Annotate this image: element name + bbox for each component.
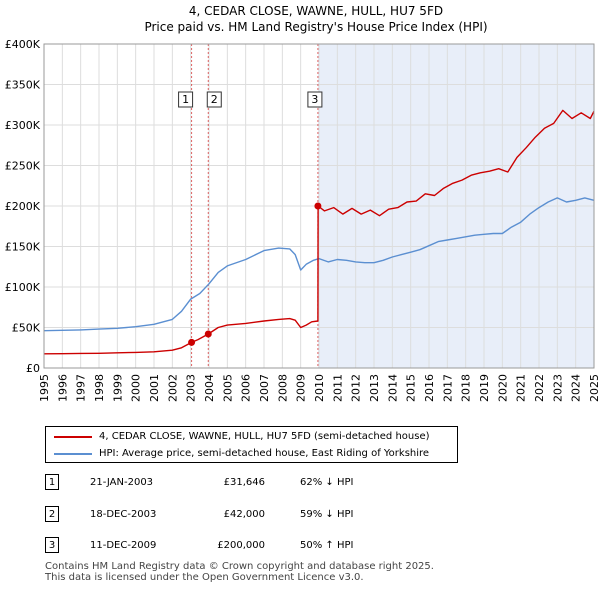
x-tick-label: 2021 [515, 374, 528, 402]
sale-point [314, 202, 322, 210]
x-tick-label: 2017 [441, 374, 454, 402]
x-tick-label: 2022 [533, 374, 546, 402]
footer-licence: This data is licensed under the Open Gov… [45, 572, 364, 583]
sale-number-box [178, 91, 194, 108]
chart-subtitle: Price paid vs. HM Land Registry's House … [144, 20, 487, 34]
footer-copyright: Contains HM Land Registry data © Crown c… [45, 561, 434, 572]
chart-title: 4, CEDAR CLOSE, WAWNE, HULL, HU7 5FD [189, 4, 443, 18]
sale-date: 21-JAN-2003 [90, 477, 154, 488]
x-tick-label: 2025 [588, 374, 600, 402]
sale-row: 1 21-JAN-2003 £31,646 62% ↓ HPI [45, 474, 445, 492]
x-tick-label: 1999 [111, 374, 124, 402]
sale-number-label: 1 [182, 93, 189, 106]
sale-price: £31,646 [223, 477, 265, 488]
sale-marker-badge: 2 [45, 506, 59, 522]
x-tick-label: 2023 [551, 374, 564, 402]
sale-row: 3 11-DEC-2009 £200,000 50% ↑ HPI [45, 537, 445, 555]
x-tick-label: 1995 [38, 374, 51, 402]
sale-point [204, 330, 212, 338]
x-tick-label: 2008 [276, 374, 289, 402]
y-tick-label: £50K [12, 322, 41, 335]
legend-swatch-property [54, 436, 92, 438]
sale-marker-badge: 1 [45, 474, 59, 490]
sale-point [188, 338, 196, 346]
x-tick-label: 2010 [313, 374, 326, 402]
legend-swatch-hpi [54, 453, 92, 455]
x-tick-label: 2013 [368, 374, 381, 402]
x-tick-label: 2001 [148, 374, 161, 402]
x-tick-label: 2016 [423, 374, 436, 402]
x-tick-label: 2015 [405, 374, 418, 402]
sale-number-label: 3 [311, 93, 318, 106]
sale-hpi-change: 62% ↓ HPI [300, 477, 354, 488]
plot-border [43, 43, 595, 369]
y-tick-label: £0 [26, 362, 40, 375]
y-tick-label: £100K [5, 281, 41, 294]
x-tick-label: 2012 [350, 374, 363, 402]
sale-date: 18-DEC-2003 [90, 509, 157, 520]
x-tick-label: 2003 [185, 374, 198, 402]
sale-price: £42,000 [223, 509, 265, 520]
y-tick-label: £150K [5, 241, 41, 254]
y-tick-label: £200K [5, 200, 41, 213]
sale-number-box [206, 91, 222, 108]
x-tick-label: 2019 [478, 374, 491, 402]
x-tick-label: 2020 [496, 374, 509, 402]
y-tick-label: £400K [5, 38, 41, 51]
x-tick-label: 2000 [130, 374, 143, 402]
sale-date: 11-DEC-2009 [90, 540, 157, 551]
sale-hpi-change: 59% ↓ HPI [300, 509, 354, 520]
x-tick-label: 2004 [203, 374, 216, 402]
legend-label-hpi: HPI: Average price, semi-detached house,… [99, 448, 430, 459]
y-tick-label: £250K [5, 160, 41, 173]
legend: 4, CEDAR CLOSE, WAWNE, HULL, HU7 5FD (se… [45, 426, 458, 463]
series-line [43, 197, 595, 332]
sale-row: 2 18-DEC-2003 £42,000 59% ↓ HPI [45, 506, 445, 524]
x-tick-label: 2018 [460, 374, 473, 402]
x-tick-label: 1997 [75, 374, 88, 402]
x-tick-label: 2007 [258, 374, 271, 402]
x-tick-label: 2006 [240, 374, 253, 402]
x-tick-label: 1996 [56, 374, 69, 402]
footer: Contains HM Land Registry data © Crown c… [45, 561, 434, 583]
price-chart: 4, CEDAR CLOSE, WAWNE, HULL, HU7 5FD Pri… [5, 4, 600, 402]
x-tick-label: 2011 [331, 374, 344, 402]
sale-marker-badge: 3 [45, 537, 59, 553]
x-tick-label: 2024 [570, 374, 583, 402]
sale-price: £200,000 [217, 540, 265, 551]
sale-number-box [307, 91, 323, 108]
sale-hpi-change: 50% ↑ HPI [300, 540, 354, 551]
y-tick-label: £350K [5, 79, 41, 92]
x-tick-label: 2005 [221, 374, 234, 402]
y-tick-label: £300K [5, 119, 41, 132]
sale-number-label: 2 [211, 93, 218, 106]
x-tick-label: 2002 [166, 374, 179, 402]
x-tick-label: 2009 [295, 374, 308, 402]
x-tick-label: 1998 [93, 374, 106, 402]
legend-label-property: 4, CEDAR CLOSE, WAWNE, HULL, HU7 5FD (se… [99, 431, 430, 442]
x-tick-label: 2014 [386, 374, 399, 402]
